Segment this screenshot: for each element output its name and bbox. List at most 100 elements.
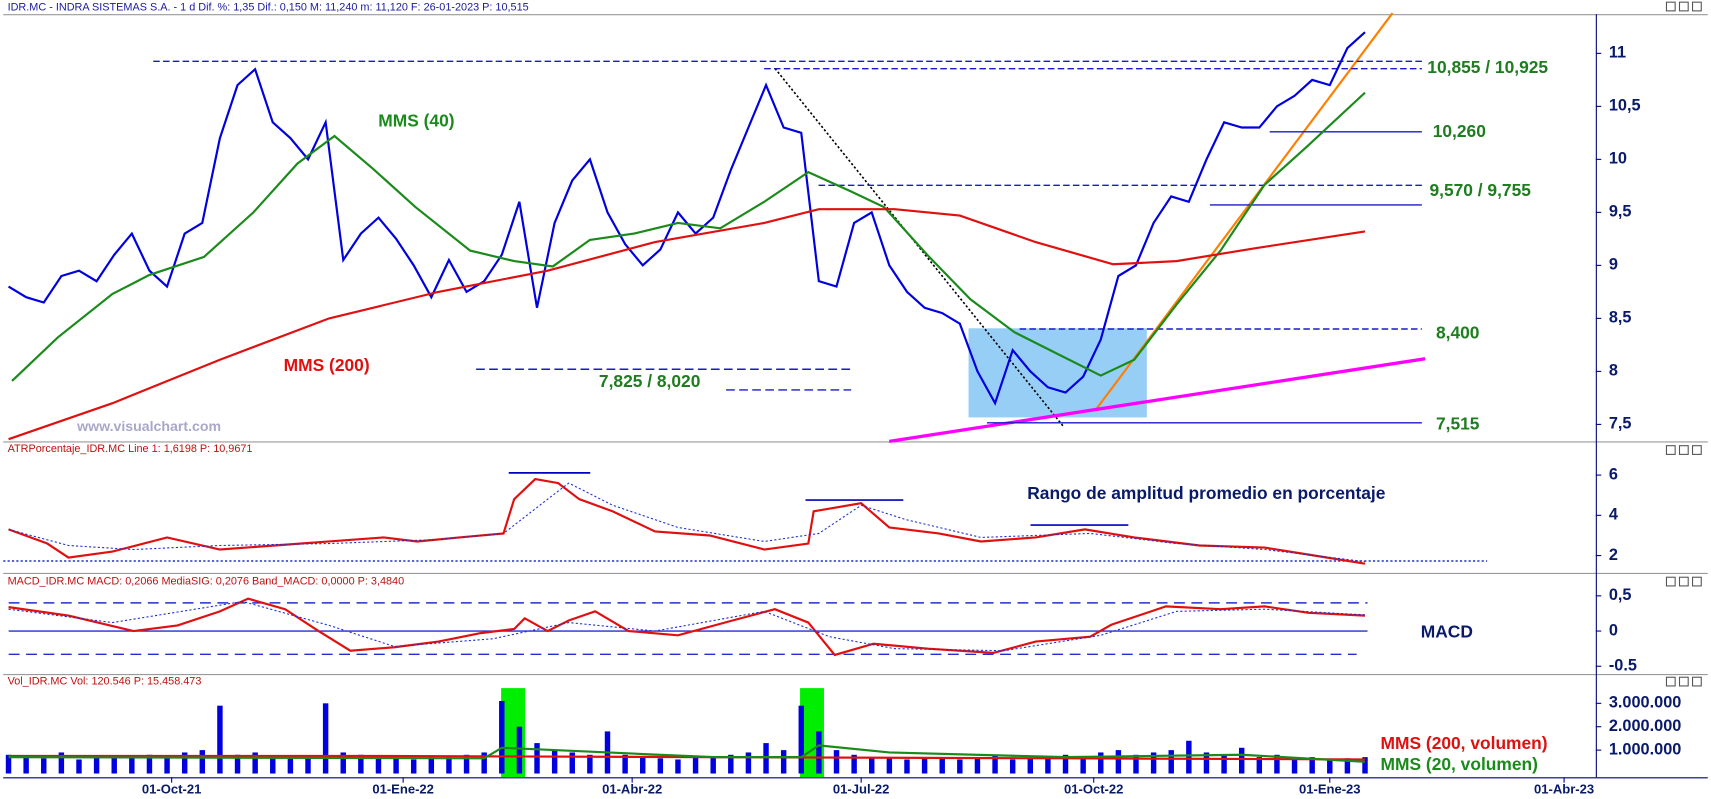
y-tick-label: 4 bbox=[1609, 506, 1618, 524]
volume-bar bbox=[499, 700, 505, 774]
volume-bar bbox=[587, 754, 593, 774]
volume-bar bbox=[1362, 757, 1368, 774]
volume-bar bbox=[164, 757, 170, 774]
series-line bbox=[11, 91, 1366, 382]
volume-bar bbox=[1027, 758, 1034, 774]
volume-bar bbox=[146, 754, 153, 774]
volume-bar bbox=[886, 758, 893, 774]
annotation: 9,570 / 9,755 bbox=[1429, 180, 1531, 200]
y-tick-label: 0 bbox=[1609, 621, 1618, 639]
y-tick-label: 3.000.000 bbox=[1609, 694, 1682, 712]
y-tick-label: -0.5 bbox=[1609, 657, 1637, 675]
volume-bar bbox=[657, 758, 664, 774]
volume-bar bbox=[129, 758, 135, 774]
annotation: www.visualchart.com bbox=[76, 418, 221, 434]
volume-bar bbox=[340, 752, 346, 774]
series-line bbox=[8, 482, 1366, 563]
y-tick-label: 10,5 bbox=[1609, 97, 1641, 115]
volume-bar bbox=[234, 754, 241, 774]
trend-line bbox=[774, 67, 1064, 427]
volume-bar bbox=[181, 752, 188, 774]
volume-bar bbox=[1327, 759, 1333, 774]
x-tick-label: 01-Abr-23 bbox=[1534, 782, 1594, 797]
y-tick-label: 8 bbox=[1609, 362, 1618, 380]
volume-bar bbox=[816, 731, 822, 774]
y-tick-label: 10 bbox=[1609, 150, 1627, 168]
volume-bar bbox=[1150, 752, 1157, 774]
volume-bar bbox=[569, 752, 575, 774]
volume-bar bbox=[851, 754, 857, 774]
y-tick-label: 9 bbox=[1609, 256, 1618, 274]
x-tick-label: 01-Ene-23 bbox=[1299, 782, 1361, 797]
y-tick-label: 6 bbox=[1609, 465, 1618, 483]
volume-bar bbox=[463, 754, 470, 774]
volume-bar bbox=[270, 757, 276, 774]
volume-bar bbox=[5, 754, 12, 774]
volume-bar bbox=[393, 758, 399, 774]
volume-bar bbox=[780, 750, 787, 774]
series-line bbox=[8, 208, 1366, 441]
volume-bar bbox=[252, 752, 258, 774]
volume-bar bbox=[1238, 747, 1245, 774]
volume-bar bbox=[1274, 754, 1280, 774]
volume-bar bbox=[199, 750, 206, 774]
panel-title: IDR.MC - INDRA SISTEMAS S.A. - 1 d Dif. … bbox=[8, 1, 529, 13]
volume-bar bbox=[921, 757, 928, 774]
volume-bar bbox=[516, 726, 523, 774]
volume-bar bbox=[869, 757, 875, 774]
series-label: MMS (40) bbox=[378, 110, 454, 130]
series-label: MMS (200) bbox=[284, 355, 370, 375]
volume-bar bbox=[551, 750, 558, 774]
x-tick-label: 01-Oct-21 bbox=[142, 782, 201, 797]
volume-bar bbox=[428, 757, 435, 774]
volume-bar bbox=[957, 759, 963, 774]
y-tick-label: 0,5 bbox=[1609, 586, 1632, 604]
volume-bar bbox=[710, 755, 716, 774]
trend-line bbox=[888, 357, 1426, 443]
x-tick-label: 01-Jul-22 bbox=[833, 782, 890, 797]
annotation: MACD bbox=[1421, 621, 1473, 641]
volume-bar bbox=[1291, 758, 1298, 774]
volume-bar bbox=[375, 757, 382, 774]
volume-bar bbox=[675, 759, 681, 774]
volume-bar bbox=[1203, 752, 1210, 774]
volume-bar bbox=[992, 755, 998, 774]
y-tick-label: 8,5 bbox=[1609, 309, 1632, 327]
series-line bbox=[8, 744, 1366, 763]
volume-bar bbox=[446, 755, 452, 774]
volume-bar bbox=[534, 743, 540, 774]
y-tick-label: 9,5 bbox=[1609, 203, 1632, 221]
consolidation-box bbox=[968, 328, 1147, 418]
series-label: MMS (20, volumen) bbox=[1381, 754, 1538, 774]
series-line bbox=[8, 600, 1366, 652]
series-line bbox=[8, 597, 1366, 657]
volume-bar bbox=[939, 758, 945, 774]
annotation: 10,260 bbox=[1433, 121, 1486, 141]
volume-bar bbox=[622, 754, 628, 774]
volume-bar bbox=[1309, 757, 1315, 774]
volume-bar bbox=[322, 703, 329, 774]
y-tick-label: 7,5 bbox=[1609, 415, 1632, 433]
volume-bar bbox=[23, 757, 29, 774]
x-tick-label: 01-Abr-22 bbox=[602, 782, 662, 797]
panel-title: Vol_IDR.MC Vol: 120.546 P: 15.458.473 bbox=[8, 675, 202, 687]
volume-bar bbox=[640, 757, 646, 774]
volume-bar bbox=[1080, 757, 1086, 774]
volume-bar bbox=[1098, 752, 1104, 774]
window-buttons[interactable] bbox=[1665, 1, 1702, 687]
y-tick-label: 1.000.000 bbox=[1609, 740, 1682, 758]
series-label: MMS (200, volumen) bbox=[1381, 733, 1548, 753]
volume-bar bbox=[58, 752, 65, 774]
volume-bar bbox=[305, 755, 311, 774]
volume-bar bbox=[76, 759, 82, 774]
volume-bar bbox=[1256, 757, 1263, 774]
volume-bar bbox=[1168, 750, 1174, 774]
x-tick-label: 01-Oct-22 bbox=[1064, 782, 1123, 797]
annotation: 10,855 / 10,925 bbox=[1427, 57, 1548, 77]
volume-bar bbox=[745, 752, 752, 774]
volume-bar bbox=[974, 757, 981, 774]
volume-bar bbox=[728, 754, 734, 774]
volume-bar bbox=[1344, 758, 1351, 774]
volume-bar bbox=[1221, 754, 1227, 774]
